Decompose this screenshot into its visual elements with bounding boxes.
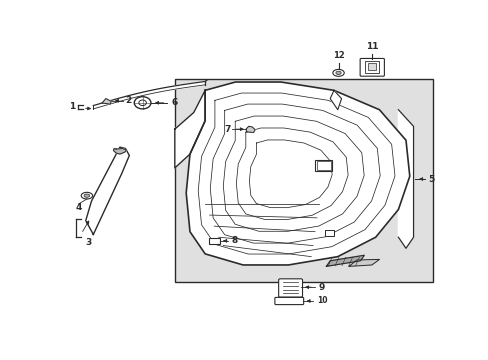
Text: 6: 6: [171, 98, 177, 107]
Ellipse shape: [332, 69, 344, 76]
Polygon shape: [102, 99, 111, 104]
Polygon shape: [326, 255, 364, 266]
Text: 4: 4: [75, 203, 81, 212]
Text: 1: 1: [69, 103, 75, 112]
FancyBboxPatch shape: [278, 279, 302, 297]
Ellipse shape: [81, 192, 92, 199]
Ellipse shape: [84, 194, 90, 197]
Polygon shape: [329, 90, 341, 110]
Bar: [314, 160, 331, 171]
Bar: [367, 63, 376, 70]
Bar: [365, 62, 379, 73]
FancyBboxPatch shape: [274, 297, 303, 305]
Polygon shape: [398, 110, 413, 248]
Text: 12: 12: [332, 50, 344, 59]
Bar: [324, 230, 333, 236]
Polygon shape: [93, 81, 205, 109]
Text: 10: 10: [316, 297, 327, 306]
Polygon shape: [175, 90, 205, 168]
Polygon shape: [186, 82, 409, 265]
Text: 2: 2: [125, 96, 132, 105]
FancyBboxPatch shape: [359, 58, 384, 76]
Text: 7: 7: [224, 125, 230, 134]
Text: 8: 8: [231, 237, 238, 246]
Bar: [208, 238, 219, 244]
Text: 11: 11: [365, 42, 377, 51]
Polygon shape: [113, 149, 126, 154]
Polygon shape: [348, 260, 379, 266]
Text: 5: 5: [427, 175, 433, 184]
Polygon shape: [85, 147, 129, 234]
Polygon shape: [245, 126, 255, 132]
Text: 9: 9: [318, 283, 325, 292]
Bar: [316, 161, 330, 170]
Ellipse shape: [335, 71, 341, 75]
Bar: [175, 79, 432, 282]
Text: 3: 3: [85, 238, 91, 247]
